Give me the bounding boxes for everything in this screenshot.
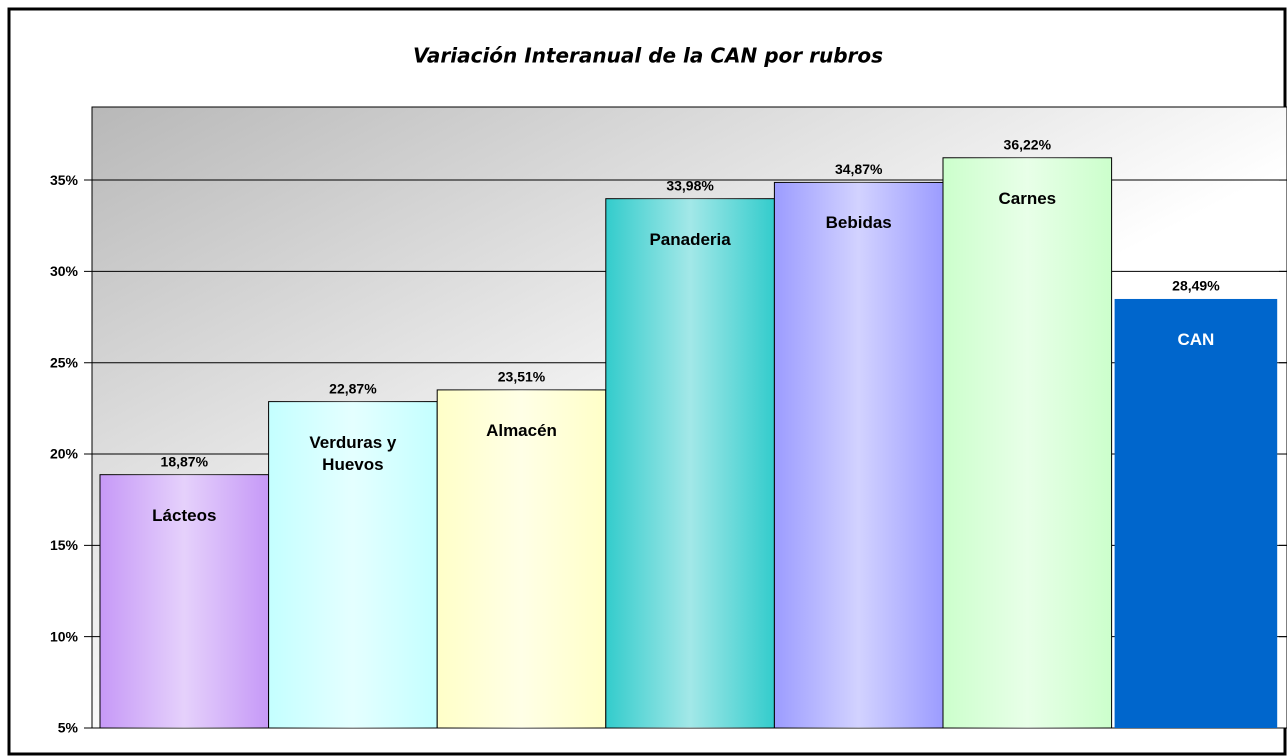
- y-tick-label: 10%: [50, 628, 79, 644]
- y-tick-label: 15%: [50, 537, 79, 553]
- category-label: Carnes: [998, 188, 1057, 208]
- value-label: 36,22%: [1004, 136, 1052, 152]
- value-label: 22,87%: [329, 380, 377, 396]
- y-tick-label: 20%: [50, 446, 79, 462]
- chart-title: Variación Interanual de la CAN por rubro…: [413, 44, 883, 68]
- category-label: Lácteos: [152, 505, 217, 525]
- y-tick-label: 5%: [58, 720, 79, 736]
- y-tick-label: 35%: [50, 172, 79, 188]
- value-label: 28,49%: [1172, 278, 1220, 294]
- category-label: Verduras y Huevos: [309, 432, 397, 474]
- value-label: 33,98%: [666, 177, 714, 193]
- bar: [773, 181, 944, 729]
- y-tick-label: 30%: [50, 263, 79, 279]
- category-label: Almacén: [486, 420, 557, 440]
- category-label: Bebidas: [825, 213, 892, 233]
- category-label: Panaderia: [649, 229, 731, 249]
- category-label: CAN: [1177, 329, 1215, 349]
- bar: [605, 198, 775, 729]
- value-label: 34,87%: [835, 161, 883, 177]
- y-tick-label: 25%: [50, 354, 79, 370]
- bar: [942, 157, 1113, 729]
- bar: [1114, 298, 1278, 728]
- value-label: 18,87%: [161, 453, 209, 469]
- value-label: 23,51%: [498, 369, 546, 385]
